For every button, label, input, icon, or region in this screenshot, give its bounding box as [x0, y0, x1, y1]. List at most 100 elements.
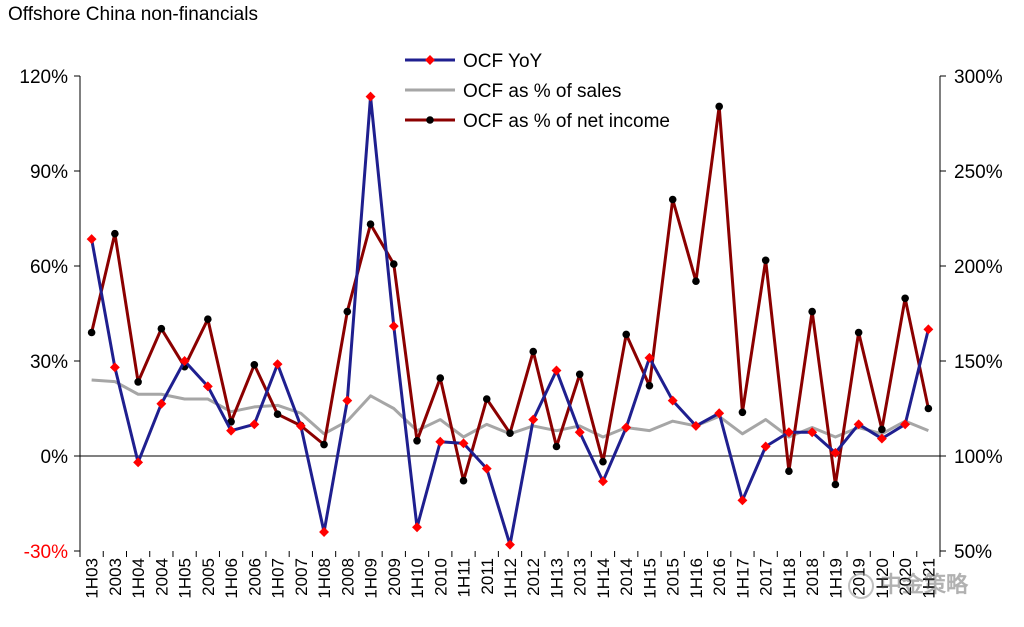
data-point	[109, 362, 120, 373]
axes	[79, 76, 941, 551]
x-tick-label: 2013	[571, 558, 590, 596]
left-tick-label: 30%	[30, 352, 68, 373]
data-point	[179, 356, 190, 366]
data-point	[760, 441, 771, 452]
data-point	[901, 294, 909, 303]
x-tick-label: 2008	[338, 558, 357, 596]
data-point	[413, 437, 421, 445]
data-point	[204, 315, 212, 324]
left-tick-label: -30%	[24, 542, 68, 563]
x-tick-label: 1H20	[873, 558, 892, 599]
data-point	[366, 220, 375, 228]
data-point	[621, 422, 632, 433]
x-tick-label: 1H15	[640, 558, 659, 599]
x-tick-label: 2003	[106, 558, 125, 596]
data-point	[388, 321, 399, 332]
left-tick-label: 90%	[30, 162, 68, 183]
data-point	[715, 102, 723, 111]
data-point	[807, 427, 818, 438]
right-tick-label: 150%	[954, 352, 1003, 373]
data-point	[295, 420, 306, 431]
legend-label: OCF as % of sales	[463, 81, 621, 102]
x-tick-label: 1H06	[222, 558, 241, 599]
data-point	[737, 495, 748, 506]
x-tick-label: 1H03	[83, 558, 102, 599]
left-axis-ticks: -30% 0% 30% 60% 90% 120%	[19, 67, 80, 563]
chart-title: Offshore China non-financials	[8, 4, 258, 25]
x-tick-label: 2011	[478, 558, 497, 595]
x-tick-label: 1H10	[408, 558, 427, 599]
data-point	[690, 420, 701, 431]
data-point	[481, 463, 492, 474]
left-tick-label: 0%	[41, 447, 69, 468]
x-tick-label: 2005	[199, 558, 218, 596]
data-point	[412, 522, 422, 533]
data-point	[529, 347, 538, 356]
data-point	[551, 365, 562, 376]
data-point	[785, 467, 793, 476]
legend-label: OCF as % of net income	[463, 111, 670, 132]
data-point	[830, 447, 841, 458]
x-tick-label: 1H11	[455, 558, 474, 597]
x-tick-label: 2006	[245, 558, 264, 596]
x-tick-label: 1H17	[733, 558, 752, 599]
data-point	[319, 527, 330, 537]
data-point	[599, 457, 607, 466]
data-point	[272, 359, 283, 370]
x-tick-label: 2020	[896, 558, 915, 596]
x-tick-label: 1H16	[687, 558, 706, 599]
data-point	[783, 427, 794, 438]
x-tick-label: 1H07	[269, 558, 288, 599]
data-point	[458, 438, 469, 449]
x-tick-label: 2009	[385, 558, 404, 596]
right-tick-label: 100%	[954, 447, 1003, 468]
x-tick-label: 1H12	[501, 558, 520, 599]
watermark: 中金策略	[848, 567, 968, 599]
left-tick-label: 120%	[19, 67, 68, 88]
data-point	[923, 324, 934, 335]
data-point	[575, 370, 584, 379]
legend-item: OCF as % of sales	[405, 81, 621, 102]
data-point	[156, 398, 167, 409]
x-tick-label: 2004	[152, 558, 171, 596]
x-tick-label: 1H13	[547, 558, 566, 599]
data-point	[831, 480, 840, 489]
data-point	[342, 395, 353, 406]
x-tick-label: 2007	[292, 558, 311, 596]
data-point	[761, 256, 770, 265]
data-point	[157, 324, 166, 333]
series-ocf-as-of-net-income	[87, 102, 933, 489]
data-point	[202, 381, 213, 392]
data-point	[250, 361, 259, 369]
right-tick-label: 50%	[954, 542, 992, 563]
series-line	[90, 104, 930, 486]
data-point	[134, 378, 142, 386]
data-point	[87, 328, 96, 337]
data-point	[878, 425, 886, 434]
right-axis-ticks: 50% 100% 150% 200% 250% 300%	[940, 67, 1003, 563]
series-ocf-yoy	[86, 91, 934, 550]
legend-marker	[426, 116, 434, 124]
data-point	[645, 381, 654, 390]
data-point	[574, 427, 585, 438]
data-point	[644, 352, 655, 363]
data-point	[249, 419, 260, 430]
data-point	[668, 195, 677, 204]
data-point	[900, 419, 911, 430]
data-point	[111, 229, 119, 238]
x-tick-label: 1H09	[362, 558, 381, 599]
legend-marker	[425, 55, 435, 65]
data-point	[505, 539, 515, 550]
right-tick-label: 250%	[954, 162, 1003, 183]
data-point	[506, 429, 514, 438]
x-tick-label: 2014	[617, 558, 636, 596]
data-point	[714, 408, 725, 419]
data-point	[436, 374, 445, 382]
data-point	[692, 277, 700, 286]
x-tick-label: 2012	[524, 558, 543, 596]
data-point	[435, 436, 446, 447]
legend-item: OCF YoY	[405, 51, 543, 72]
legend: OCF YoY OCF as % of sales OCF as % of net …	[405, 51, 670, 132]
legend-label: OCF YoY	[463, 51, 543, 72]
